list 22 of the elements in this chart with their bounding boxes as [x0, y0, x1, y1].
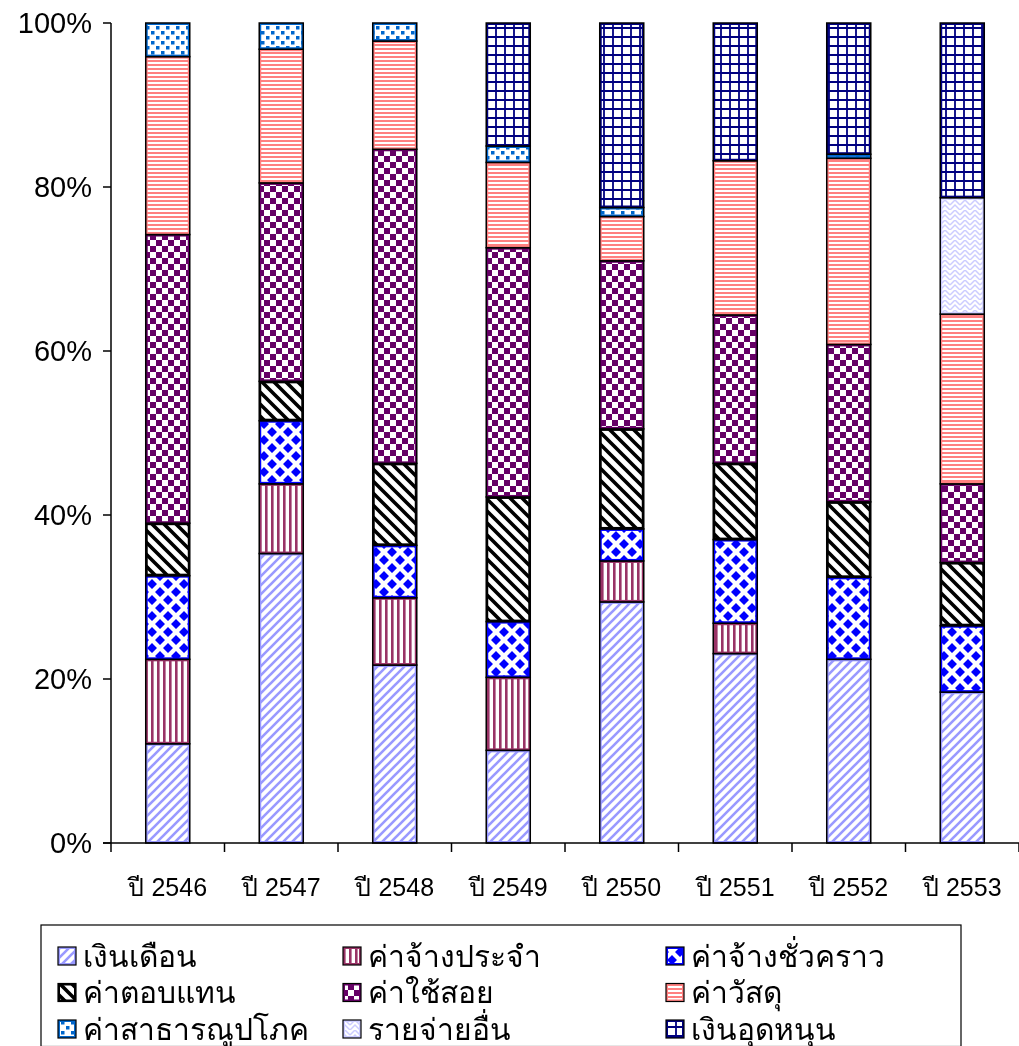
- legend-label: ค่าจ้างประจำ: [368, 939, 541, 973]
- x-tick-label: ปี 2547: [240, 873, 321, 901]
- legend-label: ค่าตอบแทน: [83, 976, 236, 1009]
- bar: [825, 22, 872, 155]
- x-tick-label: ปี 2551: [694, 873, 775, 901]
- x-tick-label: ปี 2552: [808, 873, 889, 901]
- legend-label: รายจ่ายอื่น: [368, 1008, 511, 1046]
- x-tick-label: ปี 2549: [467, 873, 548, 901]
- y-tick-label: 40%: [33, 499, 92, 531]
- y-tick-label: 80%: [33, 171, 92, 203]
- y-tick-label: 100%: [17, 7, 92, 39]
- x-tick-label: ปี 2548: [354, 873, 435, 901]
- y-tick-label: 20%: [33, 663, 92, 695]
- y-tick-label: 60%: [33, 335, 92, 367]
- y-tick-label: 0%: [50, 827, 92, 859]
- legend-label: ค่าจ้างชั่วคราว: [691, 935, 885, 973]
- x-tick-label: ปี 2550: [581, 873, 662, 901]
- x-tick-label: ปี 2546: [127, 873, 208, 901]
- x-tick-label: ปี 2553: [921, 873, 1002, 901]
- legend-label: ค่าวัสดุ: [691, 976, 782, 1012]
- legend-label: เงินเดือน: [83, 939, 197, 973]
- legend-label: ค่าใช้สอย: [368, 976, 494, 1009]
